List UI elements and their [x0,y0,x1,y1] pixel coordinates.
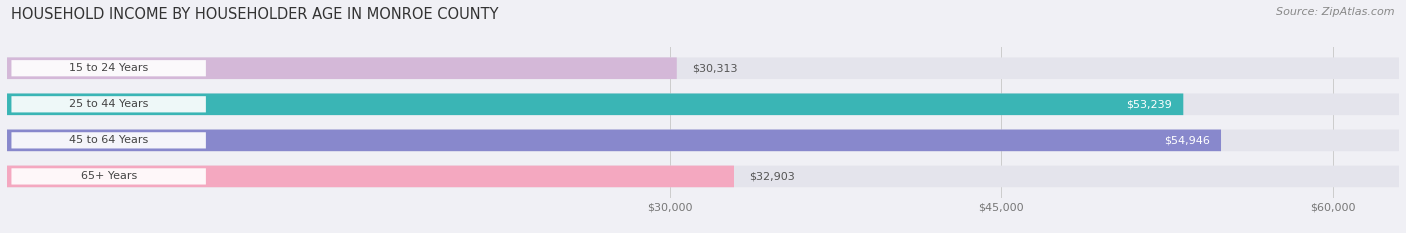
FancyBboxPatch shape [7,57,676,79]
Text: 25 to 44 Years: 25 to 44 Years [69,99,149,109]
FancyBboxPatch shape [7,166,734,187]
Text: 45 to 64 Years: 45 to 64 Years [69,135,148,145]
FancyBboxPatch shape [11,168,205,185]
FancyBboxPatch shape [11,132,205,148]
Text: 65+ Years: 65+ Years [80,171,136,182]
Text: Source: ZipAtlas.com: Source: ZipAtlas.com [1277,7,1395,17]
FancyBboxPatch shape [7,93,1184,115]
FancyBboxPatch shape [7,130,1220,151]
Text: $30,313: $30,313 [692,63,738,73]
FancyBboxPatch shape [11,96,205,112]
FancyBboxPatch shape [7,57,1399,79]
Text: $32,903: $32,903 [749,171,796,182]
Text: $53,239: $53,239 [1126,99,1173,109]
Text: 15 to 24 Years: 15 to 24 Years [69,63,148,73]
FancyBboxPatch shape [7,166,1399,187]
Text: HOUSEHOLD INCOME BY HOUSEHOLDER AGE IN MONROE COUNTY: HOUSEHOLD INCOME BY HOUSEHOLDER AGE IN M… [11,7,499,22]
Text: $54,946: $54,946 [1164,135,1211,145]
FancyBboxPatch shape [11,60,205,76]
FancyBboxPatch shape [7,93,1399,115]
FancyBboxPatch shape [7,130,1399,151]
